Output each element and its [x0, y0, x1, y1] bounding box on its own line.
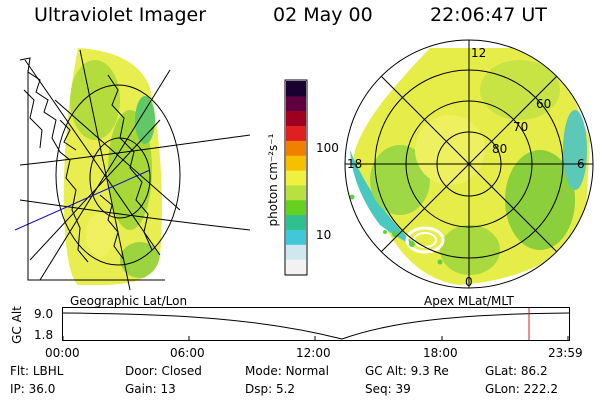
timeline-xtick-0000: 00:00 — [45, 346, 80, 360]
colorbar-cell — [286, 155, 306, 171]
colorbar-cell — [286, 95, 306, 112]
right-panel-caption: Apex MLat/MLT — [424, 294, 514, 308]
colorbar-cell — [286, 214, 306, 230]
info-dsp: Dsp: 5.2 — [245, 382, 295, 396]
lat-label-60: 60 — [536, 97, 552, 111]
info-label: IP: — [10, 382, 25, 396]
timeline-plot — [61, 307, 570, 341]
colorbar-cell — [286, 229, 306, 245]
info-value: 9.3 Re — [410, 364, 449, 378]
instrument-title: Ultraviolet Imager — [34, 4, 207, 26]
image-time: 22:06:47 UT — [430, 4, 547, 26]
lat-label-80: 80 — [492, 142, 508, 156]
info-filter: Flt: LBHL — [10, 364, 63, 378]
colorbar-cell — [286, 199, 306, 216]
timeline-xtick-1200: 12:00 — [296, 346, 331, 360]
info-glon: GLon: 222.2 — [485, 382, 558, 396]
info-label: GLat: — [485, 364, 518, 378]
timeline-xtick-2359: 23:59 — [548, 346, 583, 360]
info-label: Gain: — [125, 382, 157, 396]
timeline-ylabel: GC Alt — [10, 306, 24, 344]
info-value: 39 — [395, 382, 411, 396]
info-label: Door: — [125, 364, 158, 378]
mlt-label-18: 18 — [347, 157, 363, 171]
info-ip: IP: 36.0 — [10, 382, 55, 396]
timeline-ytick-1-8: 1.8 — [34, 328, 54, 342]
colorbar-cell — [286, 184, 306, 201]
mlt-label-6: 6 — [577, 157, 585, 171]
info-value: LBHL — [32, 364, 64, 378]
info-value: 86.2 — [520, 364, 548, 378]
info-gain: Gain: 13 — [125, 382, 176, 396]
info-value: Normal — [285, 364, 329, 378]
colorbar-cell — [286, 125, 306, 141]
info-label: Seq: — [365, 382, 392, 396]
info-label: GLon: — [485, 382, 520, 396]
colorbar-cell — [286, 81, 306, 97]
colorbar — [284, 79, 308, 276]
colorbar-axis-label: photon cm⁻²s⁻¹ — [266, 133, 280, 227]
lat-label-70: 70 — [513, 120, 529, 134]
info-label: Flt: — [10, 364, 29, 378]
info-value: 5.2 — [275, 382, 296, 396]
geographic-image — [14, 48, 251, 291]
mlt-label-0: 0 — [465, 275, 473, 289]
colorbar-cell — [286, 244, 306, 260]
altitude-curve — [61, 312, 570, 340]
info-seq: Seq: 39 — [365, 382, 411, 396]
timeline-ytick-9: 9.0 — [34, 307, 54, 321]
colorbar-cell — [286, 259, 306, 275]
left-panel-caption: Geographic Lat/Lon — [70, 294, 188, 308]
polar-image — [344, 39, 594, 289]
info-value: Closed — [161, 364, 202, 378]
info-label: GC Alt: — [365, 364, 407, 378]
info-value: 13 — [160, 382, 176, 396]
mlt-label-12: 12 — [471, 46, 487, 60]
colorbar-cell — [286, 140, 306, 156]
colorbar-tick-100: 100 — [316, 141, 339, 155]
colorbar-cell — [286, 170, 306, 186]
info-mode: Mode: Normal — [245, 364, 329, 378]
info-label: Dsp: — [245, 382, 273, 396]
info-glat: GLat: 86.2 — [485, 364, 548, 378]
info-value: 36.0 — [28, 382, 56, 396]
colorbar-cell — [286, 110, 306, 127]
timeline-xtick-1800: 18:00 — [423, 346, 458, 360]
timeline-xtick-0600: 06:00 — [170, 346, 205, 360]
info-gc-alt: GC Alt: 9.3 Re — [365, 364, 449, 378]
info-label: Mode: — [245, 364, 282, 378]
info-value: 222.2 — [523, 382, 558, 396]
info-door: Door: Closed — [125, 364, 202, 378]
image-date: 02 May 00 — [273, 4, 373, 26]
colorbar-tick-10: 10 — [316, 228, 332, 242]
